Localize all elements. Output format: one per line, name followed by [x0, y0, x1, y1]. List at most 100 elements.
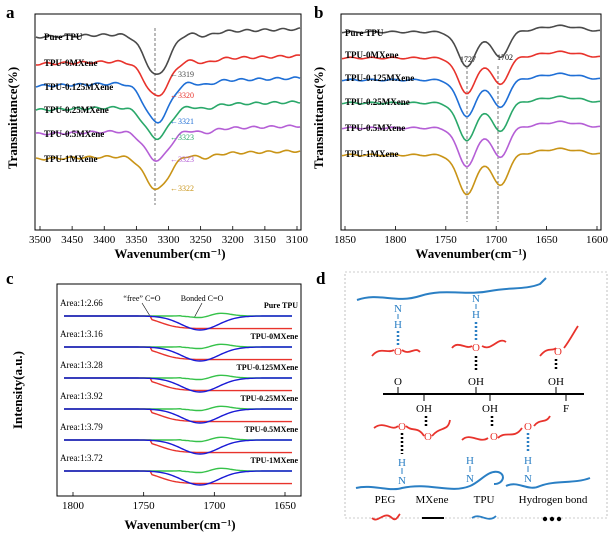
panel-a-xlabel: Wavenumber(cm⁻¹) — [114, 246, 225, 261]
panel-a-tick-label: 3100 — [286, 234, 309, 246]
atom-n-bot-3: N — [524, 473, 532, 485]
panel-a-peak-label: ←3320 — [170, 91, 194, 100]
panel-c-row-name: TPU-0.25MXene — [240, 394, 298, 403]
panel-c-tick-label: 1800 — [62, 500, 85, 512]
panel-a-tick-label: 3150 — [254, 234, 277, 246]
panel-b-series-label: Pure TPU — [345, 28, 384, 38]
panel-a-curve — [35, 124, 301, 163]
panel-c-bonded-label: Bonded C=O — [181, 294, 224, 303]
panel-b-xticks: 1850 1800 1750 1700 1650 1600 — [334, 226, 609, 246]
panel-a-curve — [35, 149, 301, 191]
tpu-chain-top — [356, 277, 547, 301]
panel-a-peak-label: ←3323 — [170, 155, 194, 164]
panel-b-xlabel: Wavenumber(cm⁻¹) — [415, 246, 526, 261]
panel-a-curve — [35, 27, 301, 76]
panel-c-area-label: Area:1:3.72 — [60, 453, 103, 463]
panel-a-series-label: TPU-1MXene — [44, 154, 98, 164]
panel-b-curve — [341, 24, 601, 68]
legend-mxene-label: MXene — [416, 494, 449, 506]
panel-a-peak-label: ←3321 — [170, 117, 194, 126]
panel-c-area-label: Area:1:3.79 — [60, 422, 103, 432]
panel-a-curve — [35, 54, 301, 97]
legend-peg-swatch — [371, 513, 401, 521]
panel-c-tick-label: 1650 — [274, 500, 297, 512]
atom-o-low-2: O — [398, 421, 406, 433]
legend-hbond-label: Hydrogen bond — [519, 494, 588, 506]
panel-c-row: Area:1:3.92 TPU-0.25MXene — [60, 391, 298, 424]
panel-b-curve — [341, 50, 601, 95]
atom-h-top-1: H — [394, 319, 402, 331]
panel-a-series-label: TPU-0.5MXene — [44, 129, 104, 139]
panel-b-series-label: TPU-0.125MXene — [345, 73, 414, 83]
mxene-oh-1: OH — [468, 376, 484, 388]
panel-b-curve — [341, 95, 601, 142]
peg-chain-3 — [539, 325, 579, 357]
panel-b-series-labels: Pure TPU TPU-0MXene TPU-0.125MXene TPU-0.25… — [345, 28, 414, 159]
panel-c-ylabel: Intensity(a.u.) — [10, 351, 25, 429]
panel-b-tick-label: 1700 — [485, 234, 508, 246]
atom-o-top-2: O — [472, 342, 480, 354]
panel-c-area-label: Area:1:3.92 — [60, 391, 103, 401]
mxene-oh-4: OH — [482, 403, 498, 415]
panel-c-area-label: Area:1:3.16 — [60, 329, 103, 339]
panel-b-curve — [341, 147, 601, 196]
panel-b-letter: b — [314, 3, 323, 22]
panel-b-series-label: TPU-0.25MXene — [345, 97, 410, 107]
mxene-oh-3: OH — [416, 403, 432, 415]
panel-b-series-label: TPU-0.5MXene — [345, 123, 405, 133]
mxene-f: F — [563, 403, 569, 415]
atom-n-bot-2: N — [466, 473, 474, 485]
panel-a-xticks: 3500 3450 3400 3350 3300 3250 3200 3150 3100 — [29, 226, 309, 246]
atom-o-top-1: O — [394, 346, 402, 358]
panel-c-rows: Area:1:2.66 Pure TPU Area:1:3.16 TPU-0MXene… — [60, 298, 298, 486]
panel-c-spectrum — [64, 470, 292, 486]
atom-o-low-3: O — [490, 431, 498, 443]
panel-a-series-labels: Pure TPU TPU-0MXene TPU-0.125MXene TPU-0.25… — [44, 32, 113, 164]
panel-c-row-name: TPU-1MXene — [250, 456, 298, 465]
panel-b-tick-label: 1750 — [435, 234, 458, 246]
peg-chain-5 — [461, 415, 551, 441]
atom-o-low-4: O — [524, 421, 532, 433]
panel-c-tick-label: 1750 — [133, 500, 156, 512]
panel-a-series-label: Pure TPU — [44, 32, 83, 42]
panel-d-frame — [344, 271, 608, 519]
panel-c-spectrum — [64, 439, 292, 455]
panel-d: d N H O N H O O O OH OH OH OH F — [316, 269, 608, 522]
atom-n-top-1: N — [394, 303, 402, 315]
atom-n-top-2: N — [472, 293, 480, 305]
panel-c-row-name: TPU-0MXene — [250, 332, 298, 341]
panel-c-spectrum — [64, 315, 292, 331]
panel-a-ylabel: Transmittance(%) — [5, 67, 20, 169]
panel-c: c Intensity(a.u.) Wavenumber(cm⁻¹) 1800 1… — [6, 269, 302, 532]
panel-b-tick-label: 1650 — [536, 234, 559, 246]
panel-b-curve — [341, 72, 601, 118]
panel-b-tick-label: 1800 — [384, 234, 407, 246]
panel-a-tick-label: 3250 — [190, 234, 213, 246]
panel-c-row: Area:1:3.28 TPU-0.125MXene — [60, 360, 298, 393]
panel-a-peak-labels: ←3319 ←3320 ←3321 ←3323 ←3323 ←3322 — [170, 70, 194, 193]
panel-b-frame — [340, 13, 602, 231]
atom-h-top-2: H — [472, 309, 480, 321]
atom-h-bot-1: H — [398, 457, 406, 469]
panel-a: a Transmittance(%) Wavenumber(cm⁻¹) 3500… — [5, 3, 309, 261]
atom-o-top-3: O — [554, 346, 562, 358]
panel-c-row-name: TPU-0.5MXene — [244, 425, 298, 434]
panel-b-ref-label-2: 1702 — [497, 53, 513, 62]
panel-a-curves — [35, 27, 301, 191]
panel-a-tick-label: 3200 — [222, 234, 245, 246]
panel-a-series-label: TPU-0.125MXene — [44, 82, 113, 92]
tpu-chain-bottom — [355, 470, 591, 491]
peg-chain-2 — [451, 339, 507, 349]
panel-b-curves — [341, 24, 601, 196]
panel-c-free-pointer — [141, 302, 151, 317]
panel-c-area-label: Area:1:3.28 — [60, 360, 103, 370]
panel-c-row-name: TPU-0.125MXene — [236, 363, 298, 372]
panel-c-row: Area:1:3.16 TPU-0MXene — [60, 329, 298, 362]
legend-tpu-label: TPU — [474, 494, 495, 506]
panel-c-row: Area:1:2.66 Pure TPU — [60, 298, 298, 331]
panel-c-row: Area:1:3.72 TPU-1MXene — [60, 453, 298, 486]
panel-c-bonded-pointer — [193, 302, 203, 319]
panel-b-series-label: TPU-0MXene — [345, 50, 399, 60]
legend-peg-label: PEG — [375, 494, 396, 506]
